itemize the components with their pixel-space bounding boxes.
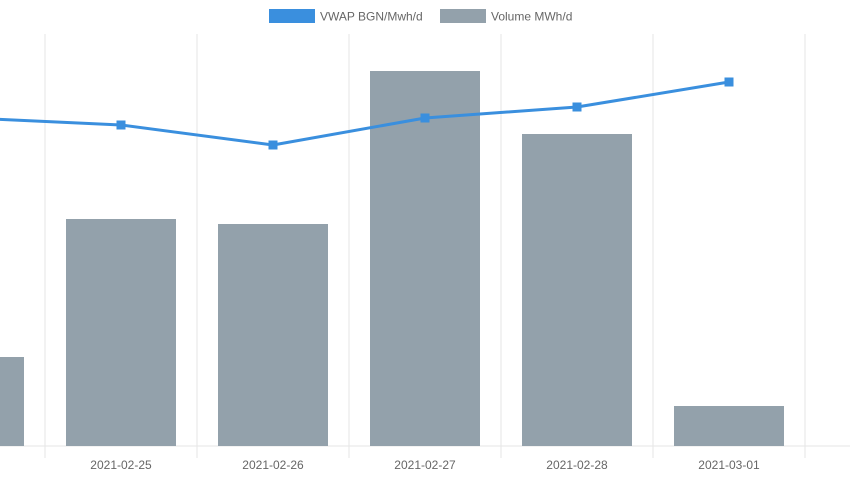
bar-volume-2021-02-28[interactable]: [522, 134, 632, 446]
bar-volume-2021-03-01[interactable]: [674, 406, 784, 446]
x-tick-label: 2021-03-01: [698, 458, 760, 472]
legend-swatch-vwap[interactable]: [269, 9, 315, 23]
x-tick-label: 2021-02-28: [546, 458, 608, 472]
vwap-line-series: [0, 77, 734, 150]
bar-volume-2021-02-26[interactable]: [218, 224, 328, 446]
legend-label-volume[interactable]: Volume MWh/d: [491, 10, 572, 24]
volume-bars: [0, 71, 784, 446]
bar-volume-2021-02-27[interactable]: [370, 71, 480, 446]
legend-label-vwap[interactable]: VWAP BGN/Mwh/d: [320, 10, 423, 24]
legend-swatch-volume[interactable]: [440, 9, 486, 23]
legend: VWAP BGN/Mwh/d Volume MWh/d: [269, 9, 572, 24]
point-vwap-2021-02-28[interactable]: [572, 102, 582, 112]
line-vwap: [0, 80, 730, 147]
x-tick-label: 2021-02-27: [394, 458, 456, 472]
bar-volume-2021-02-25[interactable]: [66, 219, 176, 446]
point-vwap-2021-03-01[interactable]: [724, 77, 734, 87]
x-tick-label: 2021-02-25: [90, 458, 152, 472]
point-vwap-2021-02-26[interactable]: [268, 140, 278, 150]
x-axis-tick-labels: 42021-02-252021-02-262021-02-272021-02-2…: [90, 458, 760, 472]
point-vwap-2021-02-27[interactable]: [420, 113, 430, 123]
point-vwap-2021-02-25[interactable]: [116, 120, 126, 130]
bar-volume-2021-02-24[interactable]: [0, 357, 24, 446]
x-tick-label: 2021-02-26: [242, 458, 304, 472]
